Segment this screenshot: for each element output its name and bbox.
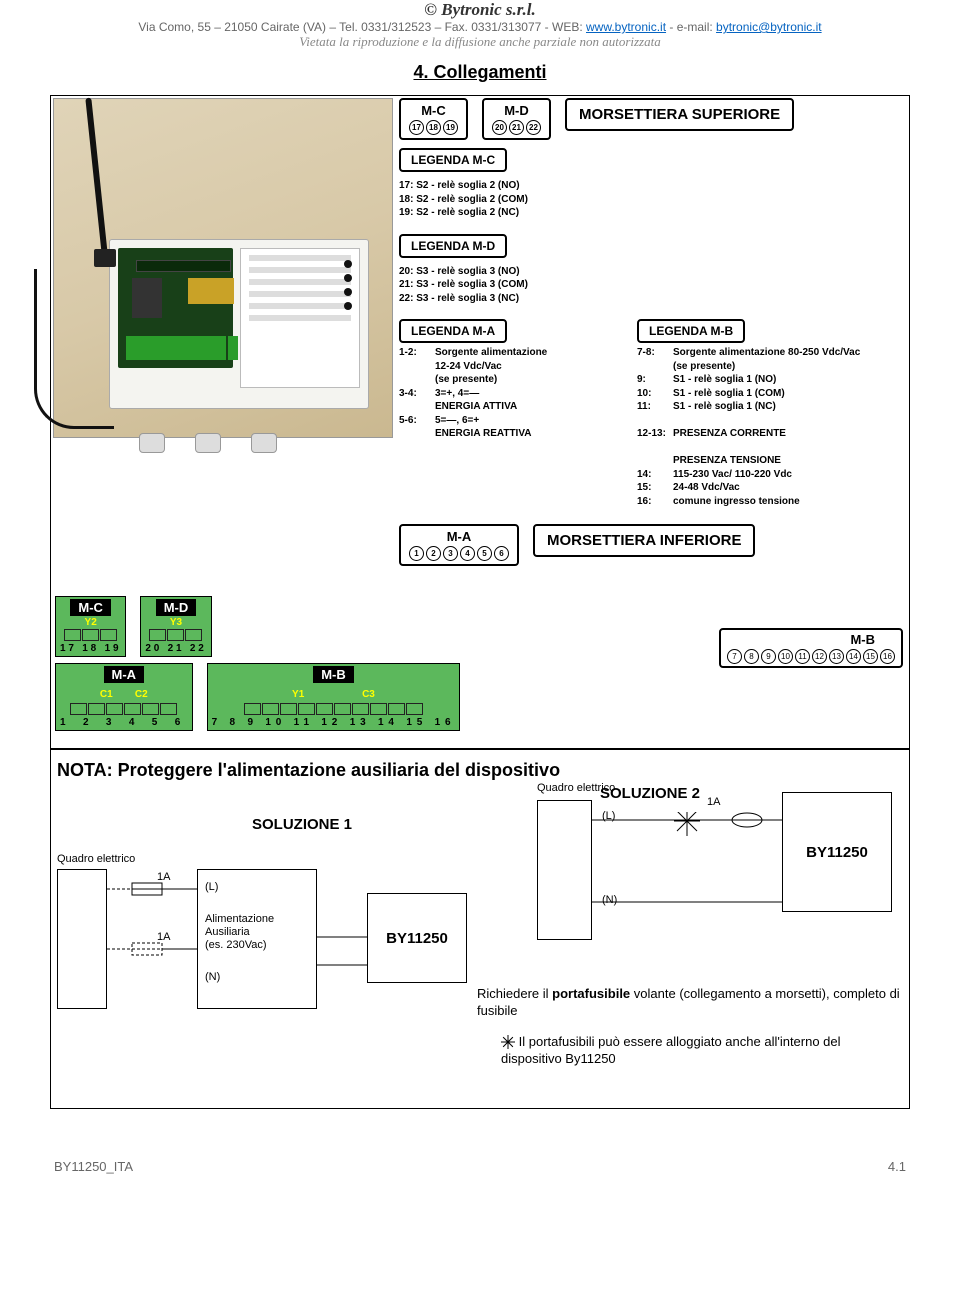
- morsettiera-inf: MORSETTIERA INFERIORE: [533, 524, 755, 557]
- footer-left: BY11250_ITA: [54, 1159, 133, 1174]
- green-title: M-A: [104, 666, 145, 683]
- legend-md-title: LEGENDA M-D: [399, 234, 507, 258]
- green-conn: C2: [135, 689, 148, 700]
- green-conn: C3: [362, 689, 375, 700]
- address-text: Via Como, 55 – 21050 Cairate (VA) – Tel.…: [138, 20, 586, 34]
- pin: 17: [409, 120, 424, 135]
- note-alloggiato: Il portafusibili può essere alloggiato a…: [501, 1034, 903, 1068]
- fuse-1a: 1A: [707, 796, 720, 808]
- label-N: (N): [602, 894, 617, 906]
- nota-frame: NOTA: Proteggere l'alimentazione ausilia…: [50, 749, 910, 1109]
- restriction-text: Vietata la riproduzione e la diffusione …: [50, 34, 910, 50]
- company-name: © Bytronic s.r.l.: [50, 0, 910, 20]
- by-box-2: BY11250: [782, 792, 892, 912]
- star-icon: [501, 1035, 515, 1049]
- green-conn: Y1: [292, 689, 304, 700]
- legend-mb-title: LEGENDA M-B: [637, 319, 745, 343]
- label-N: (N): [205, 971, 220, 983]
- web-link[interactable]: www.bytronic.it: [586, 20, 666, 34]
- terminal-mc: M-C 171819: [399, 98, 468, 140]
- green-conn: Y2: [60, 617, 121, 628]
- legend-mc-body: 17: S2 - relè soglia 2 (NO) 18: S2 - rel…: [399, 179, 907, 220]
- alim-label: Alimentazione Ausiliaria (es. 230Vac): [205, 913, 274, 953]
- green-conn: Y3: [145, 617, 206, 628]
- terminal-mc-label: M-C: [409, 103, 458, 118]
- email-link[interactable]: bytronic@bytronic.it: [716, 20, 822, 34]
- legend-md-body: 20: S3 - relè soglia 3 (NO) 21: S3 - rel…: [399, 265, 907, 306]
- legend-line: 19: S2 - relè soglia 2 (NC): [399, 206, 907, 220]
- green-nums: 17 18 19: [60, 642, 121, 654]
- green-title: M-C: [70, 599, 111, 616]
- green-title: M-D: [156, 599, 197, 616]
- green-nums: 1 2 3 4 5 6: [60, 716, 188, 728]
- note-text: Richiedere il: [477, 986, 552, 1001]
- green-md: M-D Y3 20 21 22: [140, 596, 211, 657]
- green-nums: 20 21 22: [145, 642, 206, 654]
- section-title: 4. Collegamenti: [50, 62, 910, 83]
- note-bold: portafusibile: [552, 986, 630, 1001]
- legend-mc-title: LEGENDA M-C: [399, 148, 507, 172]
- green-nums: 7 8 9 10 11 12 13 14 15 16: [212, 716, 456, 728]
- address-line: Via Como, 55 – 21050 Cairate (VA) – Tel.…: [50, 20, 910, 34]
- pin: 22: [526, 120, 541, 135]
- terminal-md: M-D 202122: [482, 98, 551, 140]
- terminal-md-label: M-D: [492, 103, 541, 118]
- terminal-ma: M-A 123456: [399, 524, 519, 566]
- soluzione-1-label: SOLUZIONE 1: [137, 816, 467, 833]
- by-box-1: BY11250: [367, 893, 467, 983]
- green-mc: M-C Y2 17 18 19: [55, 596, 126, 657]
- main-diagram-frame: M-C 171819 M-D 202122 MORSETTIERA SUPERI…: [50, 95, 910, 749]
- legend-line: 20: S3 - relè soglia 3 (NO): [399, 265, 907, 279]
- page-header: © Bytronic s.r.l. Via Como, 55 – 21050 C…: [50, 0, 910, 50]
- qe-label: Quadro elettrico: [57, 853, 135, 865]
- pin: 20: [492, 120, 507, 135]
- page-footer: BY11250_ITA 4.1: [50, 1159, 910, 1174]
- legend-ma-body: 1-2:Sorgente alimentazione12-24 Vdc/Vac(…: [399, 346, 619, 441]
- legend-ma-title: LEGENDA M-A: [399, 319, 507, 343]
- legends-column: M-C 171819 M-D 202122 MORSETTIERA SUPERI…: [399, 98, 907, 566]
- green-title: M-B: [313, 666, 354, 683]
- legend-line: 21: S3 - relè soglia 3 (COM): [399, 278, 907, 292]
- pin: 18: [426, 120, 441, 135]
- green-ma: M-A C1 C2 1 2 3 4 5 6: [55, 663, 193, 731]
- legend-mb-body: 7-8:Sorgente alimentazione 80-250 Vdc/Va…: [637, 346, 907, 508]
- footer-right: 4.1: [888, 1159, 906, 1174]
- fuse-1a: 1A: [157, 931, 170, 943]
- fuse-1a: 1A: [157, 871, 170, 883]
- email-prefix: - e-mail:: [666, 20, 716, 34]
- soluzione-2-diagram: Quadro elettrico (L) 1A (N) BY11250: [477, 816, 903, 1068]
- terminal-ma-label: M-A: [409, 529, 509, 544]
- legend-line: 17: S2 - relè soglia 2 (NO): [399, 179, 907, 193]
- morsettiera-sup: MORSETTIERA SUPERIORE: [565, 98, 794, 131]
- qe-label: Quadro elettrico: [537, 782, 615, 794]
- nota-title: NOTA: Proteggere l'alimentazione ausilia…: [51, 750, 909, 785]
- pin: 21: [509, 120, 524, 135]
- green-conn: C1: [100, 689, 113, 700]
- soluzione-1-diagram: SOLUZIONE 1 Quadro elettrico 1A (L) 1A A…: [57, 816, 467, 1068]
- legend-line: 22: S3 - relè soglia 3 (NC): [399, 292, 907, 306]
- note-text: Il portafusibili può essere alloggiato a…: [501, 1034, 841, 1066]
- terminal-mb-label: M-B: [727, 632, 895, 647]
- pin: 19: [443, 120, 458, 135]
- green-mb: M-B Y1 C3 7 8 9 10 11 12 13 14 15 16: [207, 663, 461, 731]
- green-connector-blocks: M-C Y2 17 18 19 M-D Y3 20 21 22 M-A C1 C…: [55, 596, 460, 731]
- device-label: BY11250: [386, 930, 448, 947]
- note-portafusibile: Richiedere il portafusibile volante (col…: [477, 986, 903, 1020]
- device-photo: [53, 98, 393, 438]
- device-label: BY11250: [806, 844, 868, 861]
- terminal-mb: M-B 78910111213141516: [719, 628, 903, 668]
- legend-line: 18: S2 - relè soglia 2 (COM): [399, 193, 907, 207]
